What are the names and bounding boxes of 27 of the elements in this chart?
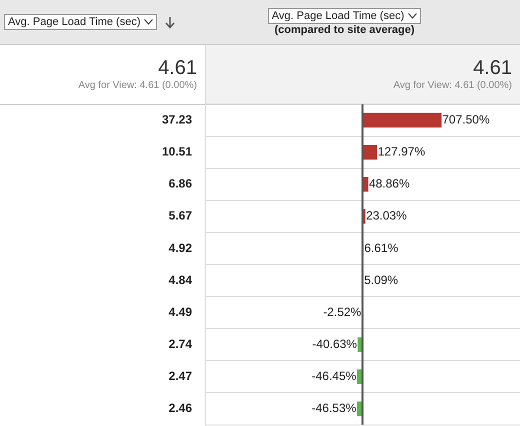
- y-tick-label: 4.92: [168, 240, 192, 255]
- text: Avg. Page Load Time (sec): [8, 16, 140, 28]
- data-label: 48.86%: [368, 176, 410, 191]
- data-label: -46.45%: [312, 369, 357, 384]
- data-label: -40.63%: [312, 336, 358, 351]
- y-tick-label: 2.74: [168, 336, 192, 351]
- data-label: 6.61%: [364, 240, 399, 255]
- data-label: -2.52%: [323, 304, 362, 319]
- chart-subtitle: (compared to site average): [274, 24, 414, 36]
- chart-title: Avg. Page Load Time (sec): [272, 10, 404, 22]
- y-tick-label: 4.84: [168, 272, 192, 287]
- y-tick-label: 37.23: [162, 112, 192, 127]
- y-tick-label: 10.51: [162, 144, 192, 159]
- data-label: 127.97%: [378, 144, 426, 159]
- y-tick-label: 4.49: [168, 304, 192, 319]
- data-label: 5.09%: [364, 272, 398, 287]
- text: Avg for View: 4.61 (0.00%): [392, 80, 512, 91]
- text: 4.61: [472, 57, 512, 80]
- data-label: -46.53%: [312, 401, 357, 416]
- data-label: 23.03%: [366, 208, 408, 223]
- y-tick-label: 2.46: [168, 401, 192, 416]
- y-tick-label: 6.86: [168, 176, 192, 191]
- data-label: 707.50%: [442, 112, 490, 127]
- y-tick-label: 2.47: [168, 369, 192, 384]
- y-tick-label: 5.67: [168, 208, 192, 223]
- text: 4.61: [157, 57, 197, 80]
- text: Avg for View: 4.61 (0.00%): [77, 80, 197, 91]
